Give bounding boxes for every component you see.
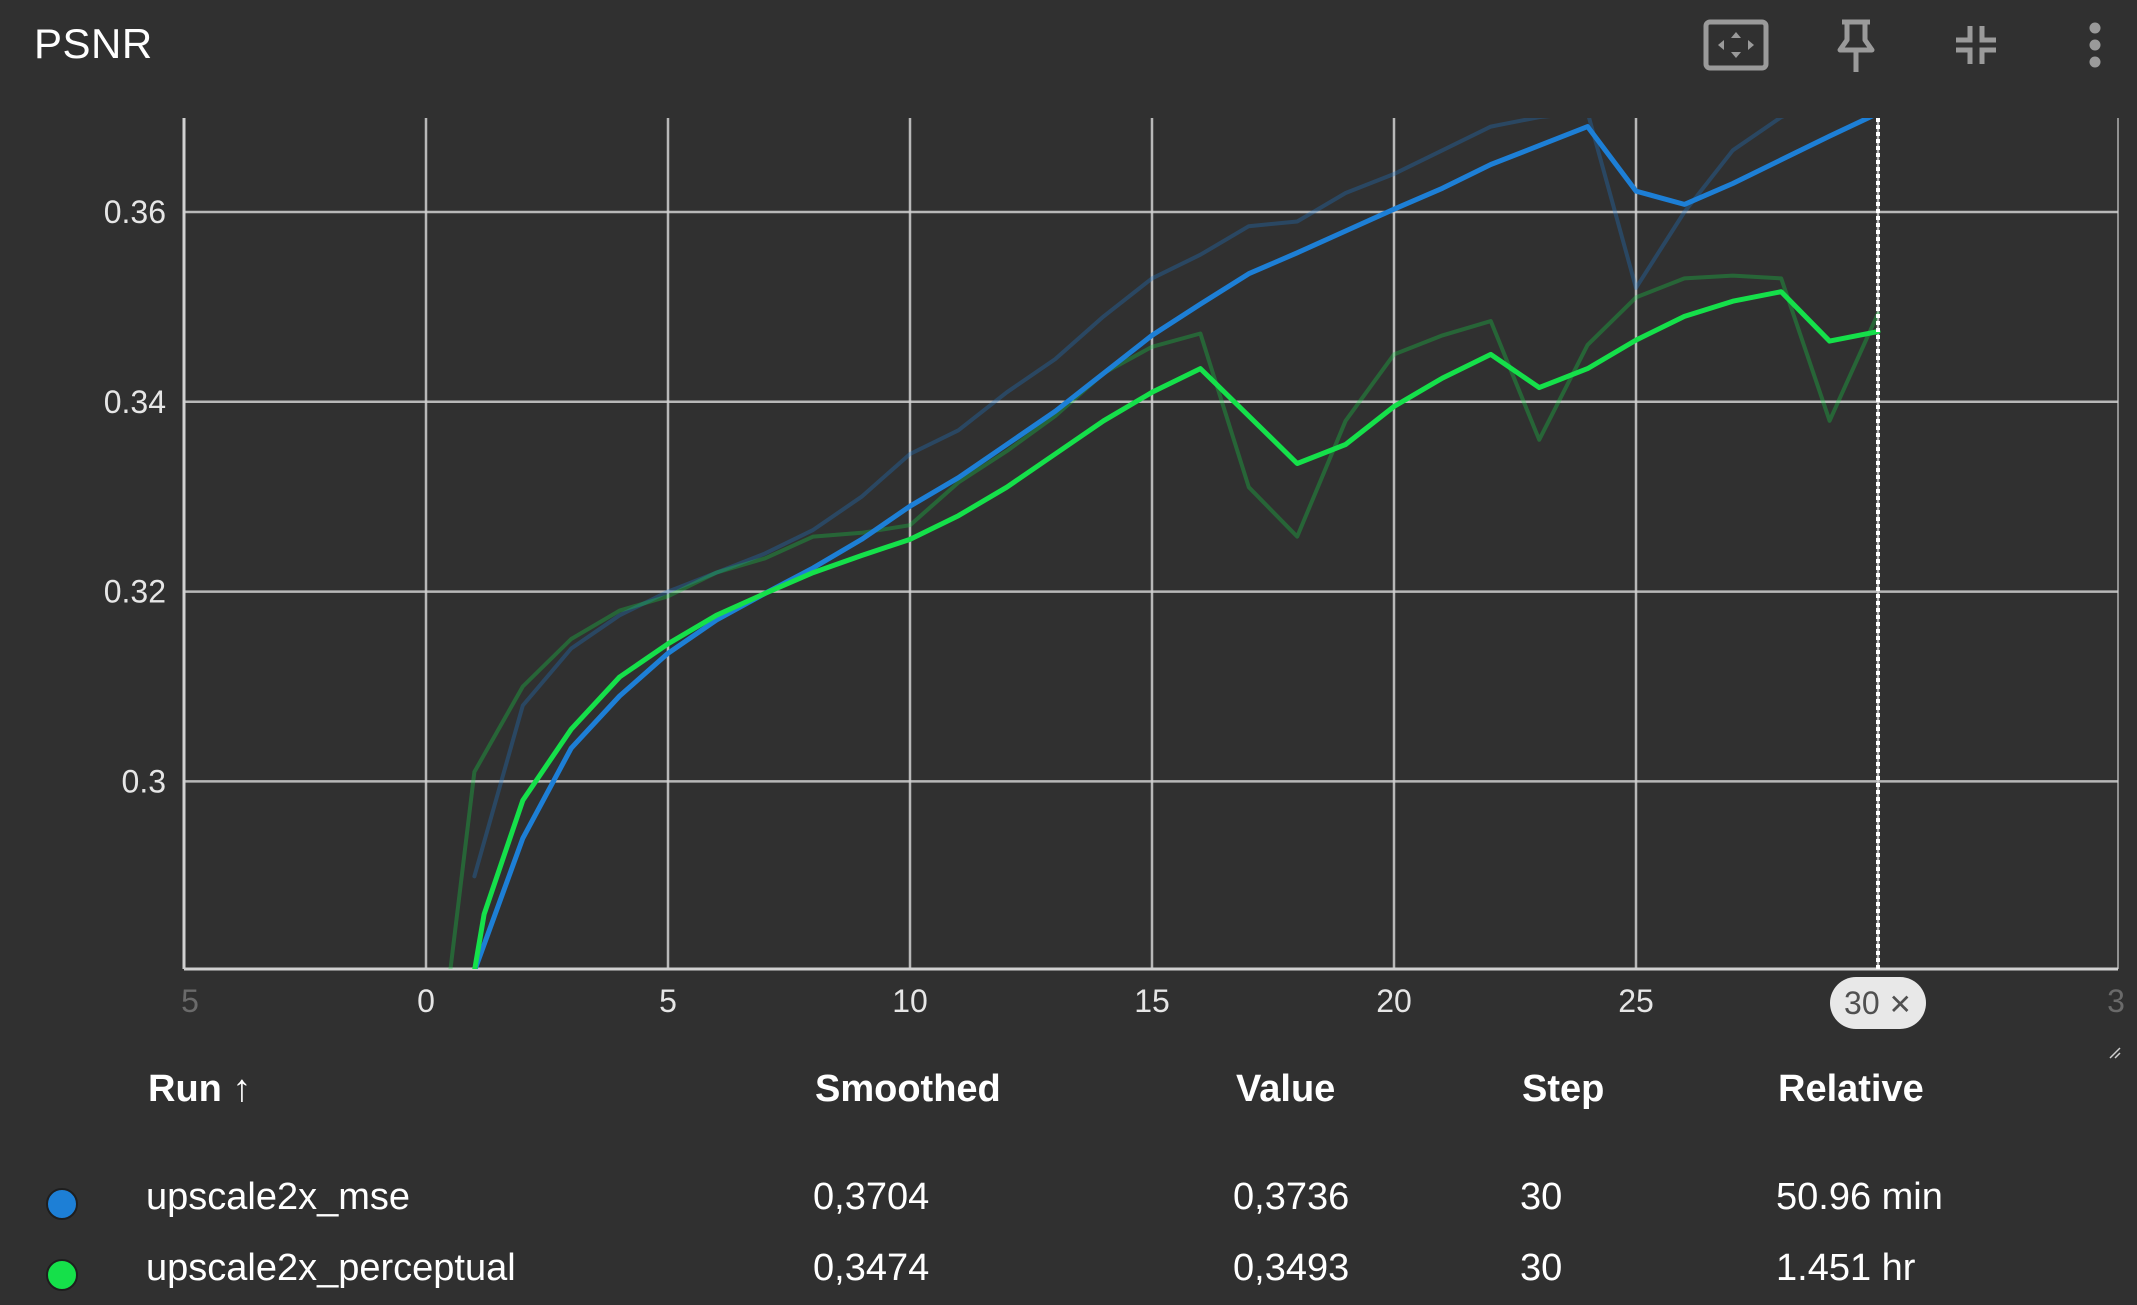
pin-icon bbox=[1837, 19, 1875, 72]
series-layer bbox=[448, 118, 1881, 969]
raw-value: 0,3493 bbox=[1233, 1247, 1350, 1289]
step-value: 30 bbox=[1520, 1247, 1563, 1289]
raw-value: 0,3736 bbox=[1233, 1176, 1350, 1218]
axis-layer bbox=[182, 118, 2119, 971]
x-tick-label: 15 bbox=[1134, 983, 1170, 1019]
relative-time: 50.96 min bbox=[1776, 1176, 1943, 1218]
legend-row-perceptual[interactable]: upscale2x_perceptual 0,3474 0,3493 30 1.… bbox=[0, 1235, 2137, 1305]
card-title: PSNR bbox=[34, 20, 153, 67]
header-step[interactable]: Step bbox=[1522, 1068, 1605, 1110]
smoothed-value: 0,3474 bbox=[813, 1247, 930, 1289]
header-relative[interactable]: Relative bbox=[1778, 1068, 1924, 1110]
close-icon[interactable]: ✕ bbox=[1888, 989, 1912, 1020]
sort-ascending-icon: ↑ bbox=[232, 1068, 252, 1110]
x-tick-label: 5 bbox=[659, 983, 677, 1019]
y-tick-label: 0.36 bbox=[104, 194, 166, 230]
raw-line-upscale2x_perceptual bbox=[448, 273, 1880, 969]
fit-domain-icon bbox=[1703, 19, 1769, 71]
y-tick-label: 0.32 bbox=[104, 574, 166, 610]
fit-domain-button[interactable] bbox=[1700, 14, 1772, 76]
x-tick-label: 10 bbox=[892, 983, 928, 1019]
run-color-dot bbox=[46, 1259, 78, 1291]
resize-handle-icon[interactable] bbox=[2108, 1046, 2122, 1060]
header-run[interactable]: Run ↑ bbox=[148, 1068, 252, 1110]
smoothed-value: 0,3704 bbox=[813, 1176, 930, 1218]
step-chip-label: 30 bbox=[1844, 985, 1880, 1021]
step-cursor-chip[interactable]: 30 ✕ bbox=[1830, 977, 1926, 1029]
legend-header-row: Run ↑ Smoothed Value Step Relative bbox=[0, 1060, 2137, 1130]
step-value: 30 bbox=[1520, 1176, 1563, 1218]
legend-row-mse[interactable]: upscale2x_mse 0,3704 0,3736 30 50.96 min bbox=[0, 1164, 2137, 1234]
run-name: upscale2x_perceptual bbox=[146, 1247, 516, 1289]
header-smoothed[interactable]: Smoothed bbox=[815, 1068, 1001, 1110]
grid-layer bbox=[184, 118, 2118, 969]
smoothed-line-upscale2x_mse bbox=[472, 118, 1874, 969]
header-value[interactable]: Value bbox=[1236, 1068, 1336, 1110]
more-options-button[interactable] bbox=[2060, 14, 2130, 76]
more-vert-icon bbox=[2089, 22, 2101, 68]
run-color-dot bbox=[46, 1188, 78, 1220]
y-tick-label: 0.3 bbox=[122, 763, 166, 799]
x-tick-label: 20 bbox=[1376, 983, 1412, 1019]
collapse-button[interactable] bbox=[1940, 14, 2012, 76]
run-name: upscale2x_mse bbox=[146, 1176, 411, 1218]
psnr-line-chart[interactable]: 5 0 5 10 15 20 25 3 0.3 0.32 0.34 0.36 bbox=[0, 0, 2137, 1060]
x-tick-label: 5 bbox=[181, 983, 199, 1019]
y-tick-label: 0.34 bbox=[104, 384, 166, 420]
x-tick-label: 25 bbox=[1618, 983, 1654, 1019]
smoothed-line-upscale2x_perceptual bbox=[472, 289, 1881, 969]
x-tick-label: 0 bbox=[417, 983, 435, 1019]
x-tick-label: 3 bbox=[2107, 983, 2125, 1019]
relative-time: 1.451 hr bbox=[1776, 1247, 1916, 1289]
raw-line-upscale2x_mse bbox=[472, 118, 1785, 879]
tick-labels: 5 0 5 10 15 20 25 3 0.3 0.32 0.34 0.36 bbox=[104, 194, 2125, 1019]
collapse-icon bbox=[1956, 26, 1996, 64]
pin-button[interactable] bbox=[1820, 14, 1892, 76]
